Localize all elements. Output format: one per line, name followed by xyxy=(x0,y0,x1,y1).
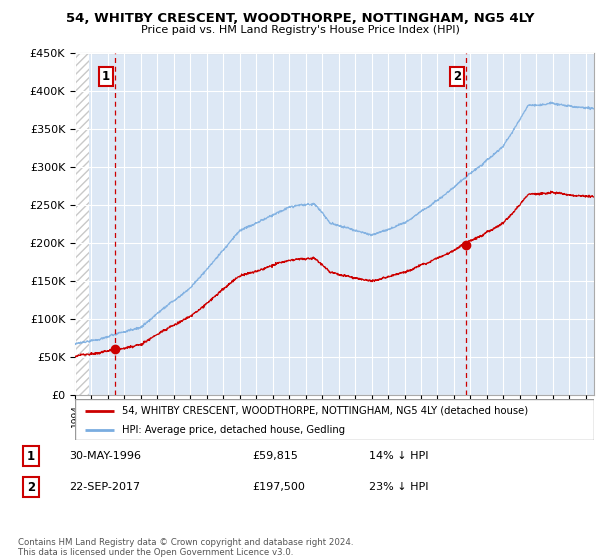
Text: 30-MAY-1996: 30-MAY-1996 xyxy=(69,451,141,461)
Text: 54, WHITBY CRESCENT, WOODTHORPE, NOTTINGHAM, NG5 4LY (detached house): 54, WHITBY CRESCENT, WOODTHORPE, NOTTING… xyxy=(122,405,528,416)
Text: £197,500: £197,500 xyxy=(252,482,305,492)
Text: 23% ↓ HPI: 23% ↓ HPI xyxy=(369,482,428,492)
Bar xyxy=(75,53,89,395)
Text: 2: 2 xyxy=(452,70,461,83)
Text: £59,815: £59,815 xyxy=(252,451,298,461)
Text: 1: 1 xyxy=(101,70,110,83)
Text: Price paid vs. HM Land Registry's House Price Index (HPI): Price paid vs. HM Land Registry's House … xyxy=(140,25,460,35)
Text: 2: 2 xyxy=(27,480,35,494)
Text: 22-SEP-2017: 22-SEP-2017 xyxy=(69,482,140,492)
Bar xyxy=(75,53,89,395)
Text: 54, WHITBY CRESCENT, WOODTHORPE, NOTTINGHAM, NG5 4LY: 54, WHITBY CRESCENT, WOODTHORPE, NOTTING… xyxy=(66,12,534,25)
Text: HPI: Average price, detached house, Gedling: HPI: Average price, detached house, Gedl… xyxy=(122,424,345,435)
Text: 14% ↓ HPI: 14% ↓ HPI xyxy=(369,451,428,461)
Text: 1: 1 xyxy=(27,450,35,463)
Text: Contains HM Land Registry data © Crown copyright and database right 2024.
This d: Contains HM Land Registry data © Crown c… xyxy=(18,538,353,557)
